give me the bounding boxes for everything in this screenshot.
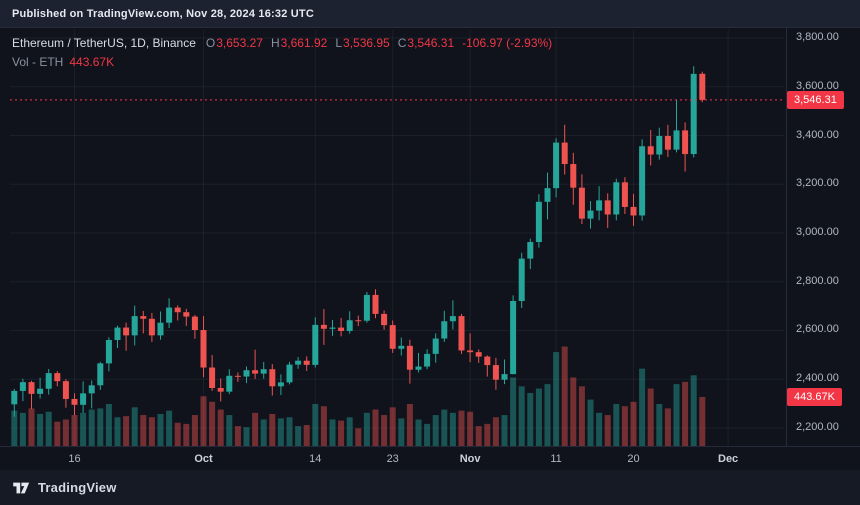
footer-bar: TradingView bbox=[0, 470, 860, 505]
volume-badge: 443.67K bbox=[787, 387, 842, 406]
price-axis-label: 3,400.00 bbox=[796, 128, 839, 141]
ohlc-high: H3,661.92 bbox=[270, 35, 328, 50]
time-axis-label: 20 bbox=[627, 453, 640, 465]
last-price-badge: 3,546.31 bbox=[787, 90, 844, 109]
tradingview-logo-icon[interactable] bbox=[12, 479, 30, 497]
symbol-description[interactable]: Ethereum / TetherUS, 1D, Binance bbox=[12, 35, 196, 50]
time-axis-label: 14 bbox=[309, 453, 322, 465]
chart-widget: Ethereum / TetherUS, 1D, Binance O3,653.… bbox=[0, 28, 860, 470]
legend-volume-row: Vol - ETH 443.67K bbox=[12, 52, 552, 71]
price-axis-label: 2,400.00 bbox=[796, 372, 839, 385]
ohlc-low: L3,536.95 bbox=[335, 35, 390, 50]
price-axis-label: 2,600.00 bbox=[796, 323, 839, 336]
publish-text: Published on TradingView.com, Nov 28, 20… bbox=[12, 7, 314, 20]
price-axis-label: 3,000.00 bbox=[796, 226, 839, 238]
ohlc-close: C3,546.31 bbox=[397, 35, 455, 50]
price-axis-label: 3,600.00 bbox=[796, 79, 839, 92]
chart-legend: Ethereum / TetherUS, 1D, Binance O3,653.… bbox=[12, 33, 552, 71]
time-axis-label: 23 bbox=[386, 453, 399, 465]
price-axis-label: 3,200.00 bbox=[796, 177, 839, 190]
price-axis-label: 2,200.00 bbox=[796, 420, 839, 433]
price-axis-label: 3,800.00 bbox=[796, 31, 839, 44]
change-value: -106.97 (-2.93%) bbox=[462, 35, 553, 50]
price-axis[interactable]: 3,800.00 3,600.00 3,400.00 3,200.00 3,000.00… bbox=[786, 28, 860, 446]
footer-brand-text[interactable]: TradingView bbox=[38, 480, 117, 495]
time-axis[interactable]: 16 Oct 14 23 Nov 11 20 Dec bbox=[0, 446, 860, 470]
time-axis-label: 16 bbox=[68, 453, 81, 465]
time-axis-label: Oct bbox=[194, 453, 213, 465]
volume-label[interactable]: Vol - ETH bbox=[12, 54, 64, 69]
time-axis-label: 11 bbox=[550, 453, 562, 465]
volume-value: 443.67K bbox=[69, 54, 115, 69]
legend-symbol-row: Ethereum / TetherUS, 1D, Binance O3,653.… bbox=[12, 33, 552, 52]
ohlc-open: O3,653.27 bbox=[205, 35, 263, 50]
price-axis-label: 2,800.00 bbox=[796, 274, 839, 287]
publish-bar: Published on TradingView.com, Nov 28, 20… bbox=[0, 0, 860, 28]
candlestick-chart[interactable] bbox=[0, 28, 860, 470]
time-axis-label: Nov bbox=[459, 453, 481, 465]
time-axis-label: Dec bbox=[718, 453, 739, 465]
